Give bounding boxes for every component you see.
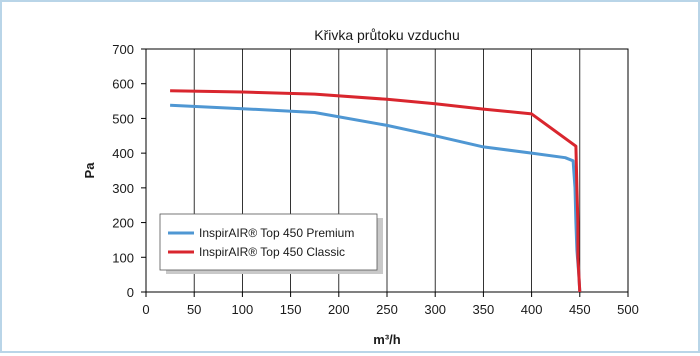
series-line-1 [170, 89, 582, 293]
x-tick-label-100: 100 [232, 302, 254, 317]
x-tick-label-200: 200 [328, 302, 350, 317]
y-tick-label-700: 700 [112, 42, 134, 57]
y-tick-label-400: 400 [112, 146, 134, 161]
y-tick-label-200: 200 [112, 216, 134, 231]
series-lines [170, 89, 582, 293]
y-tick-label-500: 500 [112, 111, 134, 126]
chart-title: Křivka průtoku vzduchu [314, 27, 460, 43]
y-tick-label-100: 100 [112, 250, 134, 265]
y-tick-label-600: 600 [112, 77, 134, 92]
y-axis-ticks: 0 100 200 300 400 500 600 700 [112, 42, 146, 300]
x-tick-label-450: 450 [569, 302, 591, 317]
legend-label-premium: InspirAIR® Top 450 Premium [199, 226, 354, 240]
x-tick-label-400: 400 [521, 302, 543, 317]
y-tick-label-0: 0 [127, 285, 134, 300]
x-tick-label-300: 300 [424, 302, 446, 317]
airflow-curve-chart: 0 50 100 150 200 250 300 350 400 450 500 0 100 200 30… [82, 27, 639, 347]
x-tick-label-350: 350 [473, 302, 495, 317]
x-tick-label-50: 50 [187, 302, 201, 317]
legend: InspirAIR® Top 450 Premium InspirAIR® To… [159, 213, 383, 274]
x-tick-label-500: 500 [617, 302, 639, 317]
x-axis-ticks: 0 50 100 150 200 250 300 350 400 450 500 [142, 292, 639, 317]
y-axis-title: Pa [82, 162, 97, 179]
x-tick-label-250: 250 [376, 302, 398, 317]
x-axis-title: m³/h [373, 332, 401, 347]
x-tick-label-150: 150 [280, 302, 302, 317]
legend-label-classic: InspirAIR® Top 450 Classic [199, 245, 345, 259]
legend-box [159, 213, 378, 271]
x-tick-label-0: 0 [142, 302, 149, 317]
y-tick-label-300: 300 [112, 181, 134, 196]
